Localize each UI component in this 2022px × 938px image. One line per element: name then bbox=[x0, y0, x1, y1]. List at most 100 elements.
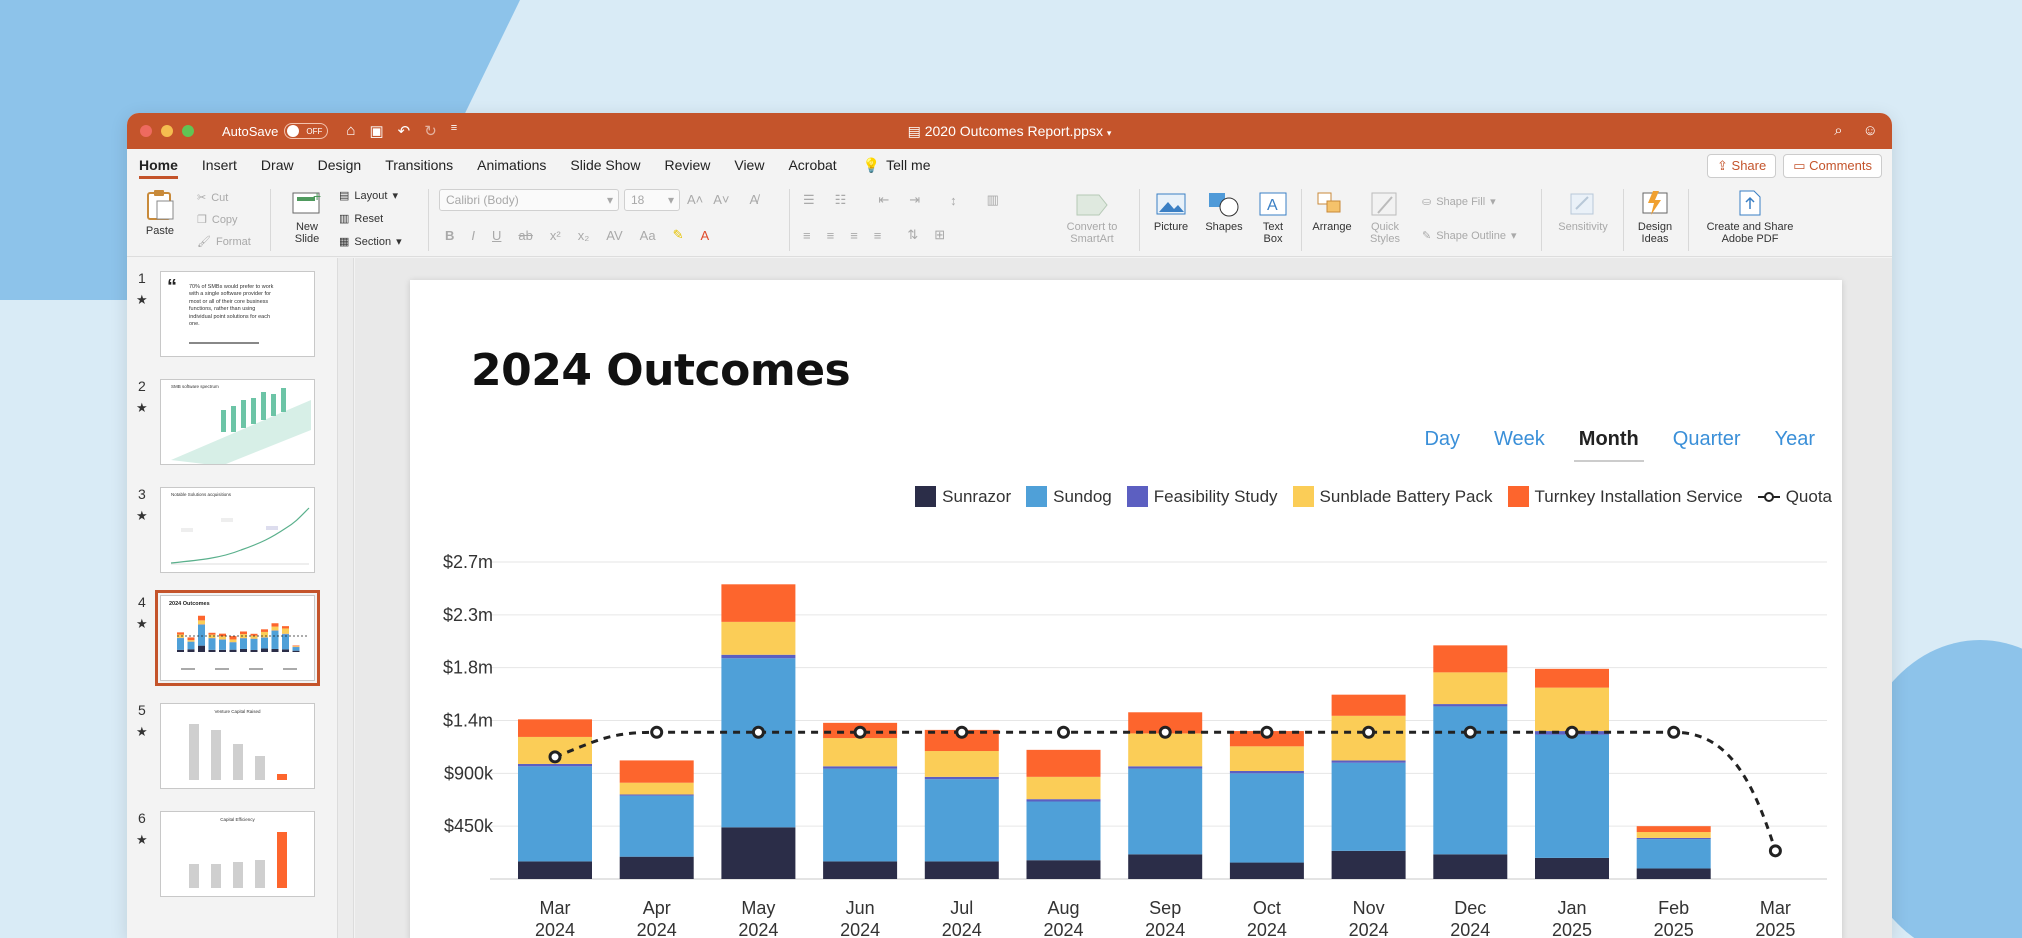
character-spacing-icon[interactable]: AV bbox=[606, 227, 623, 243]
paste-button[interactable]: Paste bbox=[135, 189, 185, 237]
save-icon[interactable]: ▣ bbox=[369, 123, 384, 140]
new-slide-button[interactable]: + New Slide bbox=[282, 189, 332, 245]
align-right-icon[interactable]: ≡ bbox=[850, 227, 858, 243]
section-button[interactable]: ▦ Section ▾ bbox=[339, 235, 402, 249]
period-month[interactable]: Month bbox=[1562, 428, 1656, 462]
decrease-font-icon[interactable]: A˅ bbox=[713, 192, 730, 207]
align-left-icon[interactable]: ≡ bbox=[803, 227, 811, 243]
slide-thumbnail-5[interactable]: Venture Capital Raised bbox=[160, 703, 315, 789]
bullets-icon[interactable]: ☰ bbox=[803, 192, 815, 207]
line-spacing-icon[interactable]: ↕ bbox=[950, 192, 957, 208]
slide-thumbnail-4[interactable]: 2024 Outcomes bbox=[155, 590, 320, 686]
close-window-button[interactable] bbox=[140, 125, 152, 137]
slide-thumbnail-3[interactable]: Notable Solutions acquisitions bbox=[160, 487, 315, 573]
layout-button[interactable]: ▤ Layout ▾ bbox=[339, 189, 398, 203]
quota-point bbox=[1057, 725, 1070, 739]
justify-icon[interactable]: ≡ bbox=[873, 227, 882, 243]
legend-swatch bbox=[1126, 486, 1148, 507]
x-tick-label: May bbox=[741, 898, 775, 918]
tell-me[interactable]: 💡 Tell me bbox=[853, 157, 941, 174]
tab-draw[interactable]: Draw bbox=[260, 157, 294, 173]
highlight-icon[interactable]: ✎ bbox=[672, 227, 684, 242]
design-ideas-button[interactable]: Design Ideas bbox=[1630, 189, 1680, 245]
slide-thumbnail-2[interactable]: SMB software spectrum bbox=[160, 379, 315, 465]
tab-home[interactable]: Home bbox=[127, 149, 190, 181]
text-box-label-1: Text bbox=[1262, 221, 1284, 233]
slide-thumbnail-1[interactable]: “ 70% of SMBs would prefer to work with … bbox=[160, 271, 315, 357]
font-color-icon[interactable]: A bbox=[700, 227, 710, 243]
format-painter-button[interactable]: 🖌 Format bbox=[197, 235, 251, 249]
tab-acrobat[interactable]: Acrobat bbox=[788, 157, 837, 173]
tab-slide-show[interactable]: Slide Show bbox=[570, 157, 641, 173]
decrease-indent-icon[interactable]: ⇤ bbox=[878, 192, 890, 207]
home-icon[interactable]: ⌂ bbox=[346, 122, 356, 139]
zoom-window-button[interactable] bbox=[182, 125, 194, 137]
reset-button[interactable]: ▥ Reset bbox=[339, 212, 383, 226]
tab-insert[interactable]: Insert bbox=[201, 157, 237, 173]
tab-review[interactable]: Review bbox=[664, 157, 711, 173]
shape-fill-label: Shape Fill bbox=[1436, 195, 1486, 208]
bar-segment bbox=[823, 738, 898, 767]
font-name-select[interactable]: Calibri (Body) ▾ bbox=[439, 189, 619, 211]
increase-indent-icon[interactable]: ⇥ bbox=[909, 192, 921, 207]
text-direction-icon[interactable]: ⇅ bbox=[907, 227, 919, 242]
x-tick-label: 2024 bbox=[1145, 920, 1185, 938]
slide-thumbnail-6[interactable]: Capital Efficiency bbox=[160, 811, 315, 897]
change-case-icon[interactable]: Aa bbox=[639, 227, 656, 243]
tab-design[interactable]: Design bbox=[317, 157, 362, 173]
copy-label: Copy bbox=[211, 213, 238, 226]
slide-number: 4 bbox=[138, 594, 146, 610]
search-icon[interactable]: ⌕ bbox=[1834, 122, 1843, 139]
thumbnail-scrollbar[interactable] bbox=[338, 258, 354, 938]
period-year[interactable]: Year bbox=[1774, 428, 1815, 450]
text-box-button[interactable]: A Text Box bbox=[1253, 191, 1293, 245]
period-day[interactable]: Day bbox=[1424, 428, 1461, 450]
increase-font-icon[interactable]: A˄ bbox=[687, 192, 704, 207]
tab-transitions[interactable]: Transitions bbox=[385, 157, 454, 173]
subscript-icon[interactable]: x₂ bbox=[577, 227, 590, 243]
tab-view[interactable]: View bbox=[734, 157, 765, 173]
period-week[interactable]: Week bbox=[1494, 428, 1545, 450]
strikethrough-icon[interactable]: ab bbox=[518, 227, 533, 243]
align-center-icon[interactable]: ≡ bbox=[826, 227, 835, 243]
copy-button[interactable]: ❐ Copy bbox=[197, 213, 238, 227]
cut-button[interactable]: ✂ Cut bbox=[197, 191, 228, 205]
tab-animations[interactable]: Animations bbox=[477, 157, 547, 173]
minimize-window-button[interactable] bbox=[161, 125, 173, 137]
sensitivity-button[interactable]: Sensitivity bbox=[1552, 191, 1614, 233]
thumb-chart bbox=[177, 615, 309, 670]
bar-segment bbox=[1128, 733, 1203, 767]
slide-title[interactable]: 2024 Outcomes bbox=[471, 345, 851, 396]
superscript-icon[interactable]: x² bbox=[549, 227, 561, 243]
create-share-pdf-button[interactable]: Create and Share Adobe PDF bbox=[1695, 189, 1805, 245]
arrange-button[interactable]: Arrange bbox=[1307, 191, 1357, 233]
align-text-icon[interactable]: ⊞ bbox=[934, 227, 946, 242]
share-button[interactable]: ⇪ Share bbox=[1707, 154, 1777, 178]
account-icon[interactable]: ☺ bbox=[1862, 122, 1878, 139]
clear-format-icon[interactable]: A̸ bbox=[749, 192, 759, 207]
underline-icon[interactable]: U bbox=[492, 227, 502, 243]
quick-styles-button[interactable]: Quick Styles bbox=[1362, 191, 1408, 245]
transition-star-icon: ★ bbox=[136, 832, 148, 847]
redo-icon[interactable]: ↻ bbox=[424, 123, 437, 140]
quick-access-toolbar: ⌂ ▣ ↶ ↻ ≡ bbox=[346, 122, 457, 140]
chart-legend: Sunrazor Sundog Feasibility Study Sunbla… bbox=[915, 486, 1832, 507]
arrange-icon bbox=[1317, 192, 1341, 213]
quota-point bbox=[1463, 725, 1477, 739]
italic-icon[interactable]: I bbox=[471, 227, 476, 243]
customize-toolbar-icon[interactable]: ≡ bbox=[450, 122, 458, 134]
autosave-toggle[interactable]: OFF bbox=[284, 123, 329, 139]
convert-smartart-button[interactable]: Convert to SmartArt bbox=[1057, 191, 1127, 245]
numbering-icon[interactable]: ☷ bbox=[834, 192, 847, 207]
columns-icon[interactable]: ▥ bbox=[986, 192, 999, 207]
shape-outline-button[interactable]: ✎ Shape Outline ▾ bbox=[1422, 229, 1516, 243]
shape-fill-button[interactable]: ⛀ Shape Fill ▾ bbox=[1422, 195, 1496, 209]
period-quarter[interactable]: Quarter bbox=[1672, 428, 1741, 450]
thumb-bar-segment bbox=[292, 646, 300, 647]
bold-icon[interactable]: B bbox=[445, 227, 455, 243]
shapes-button[interactable]: Shapes bbox=[1200, 191, 1248, 233]
comments-button[interactable]: ▭ Comments bbox=[1783, 154, 1882, 178]
font-size-select[interactable]: 18 ▾ bbox=[624, 189, 680, 211]
picture-button[interactable]: Picture bbox=[1147, 191, 1195, 233]
undo-icon[interactable]: ↶ bbox=[397, 123, 411, 140]
